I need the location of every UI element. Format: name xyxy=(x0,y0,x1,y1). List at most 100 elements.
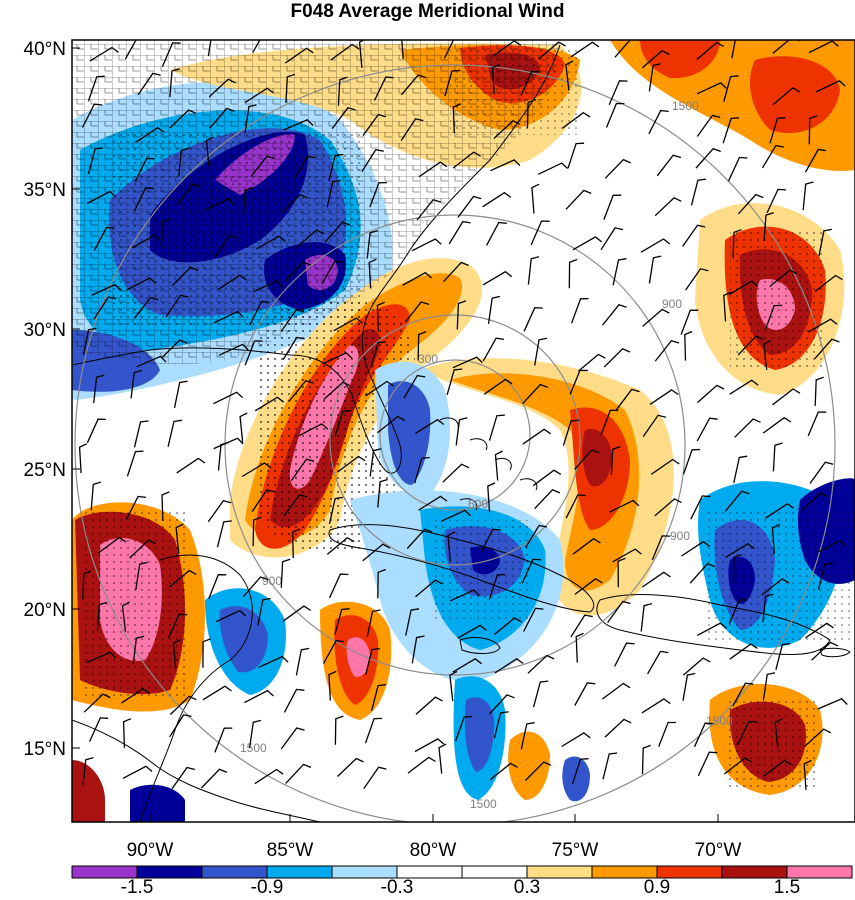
wind-barb xyxy=(493,120,521,139)
wind-barb xyxy=(763,759,792,777)
wind-barb xyxy=(682,672,696,701)
wind-barb xyxy=(454,715,473,742)
wind-barb xyxy=(805,622,834,639)
wind-barb xyxy=(696,417,718,442)
height-contours xyxy=(74,64,836,822)
wind-barb xyxy=(565,189,592,210)
wind-barb xyxy=(124,40,137,60)
wind-barb xyxy=(122,718,132,748)
wind-barb xyxy=(602,304,627,326)
wind-barb xyxy=(283,494,308,517)
wind-barb xyxy=(575,632,584,663)
wind-barb xyxy=(603,194,622,220)
stipple-caribbean xyxy=(430,520,530,620)
wind-barb xyxy=(737,720,758,746)
wind-barb xyxy=(298,423,329,437)
wind-barb xyxy=(363,766,387,789)
wind-barb xyxy=(647,650,669,675)
lat-label-25n: 25°N xyxy=(24,460,66,481)
wind-barb xyxy=(244,87,274,103)
wind-barb xyxy=(129,539,156,559)
wind-barb xyxy=(807,411,827,437)
wind-barb xyxy=(161,42,181,68)
wind-barb xyxy=(772,87,801,106)
colorbar xyxy=(71,865,853,879)
wind-barb xyxy=(608,80,628,105)
wind-barb xyxy=(532,680,549,708)
wind-barb xyxy=(376,301,385,332)
wind-barb xyxy=(171,766,195,790)
wind-barb xyxy=(488,414,505,441)
wind-barb xyxy=(449,589,481,602)
contour-1500 xyxy=(74,64,836,822)
wind-barb xyxy=(250,155,275,178)
wind-barb xyxy=(762,672,776,701)
wind-barb xyxy=(696,384,725,404)
wind-barb xyxy=(209,107,235,129)
wind-barb xyxy=(690,178,706,206)
wind-barb xyxy=(81,103,103,128)
wind-barb xyxy=(538,162,569,175)
wind-barb xyxy=(90,481,102,511)
wind-barb xyxy=(446,368,463,396)
wind-barb xyxy=(415,579,443,598)
wind-barb xyxy=(602,752,618,780)
wind-barb xyxy=(650,458,680,475)
wind-barb xyxy=(213,437,244,450)
wind-barb xyxy=(239,412,248,443)
wind-barb xyxy=(604,718,632,738)
wind-barb xyxy=(803,759,812,790)
wind-barb xyxy=(493,711,509,739)
wind-barb xyxy=(160,339,188,359)
wind-barb xyxy=(202,685,232,701)
wind-barb xyxy=(488,573,506,600)
wind-barb xyxy=(121,687,150,704)
wind-barb xyxy=(244,340,263,366)
wind-barb xyxy=(169,695,197,715)
wind-barb xyxy=(328,153,343,182)
negative-region-florida-core xyxy=(388,381,431,485)
wind-barb xyxy=(723,291,732,322)
wind-barb xyxy=(361,148,384,172)
colorbar-label: -1.5 xyxy=(121,877,154,898)
wind-barb xyxy=(680,309,699,335)
wind-barb xyxy=(684,330,693,361)
wind-barb xyxy=(766,188,786,214)
positive-region-south-central-max xyxy=(346,637,370,677)
wind-barb xyxy=(728,599,748,625)
wind-barb xyxy=(456,300,467,330)
wind-barb xyxy=(322,352,353,365)
wind-barb xyxy=(411,238,442,252)
wind-barb xyxy=(488,694,515,715)
wind-barb xyxy=(689,563,716,584)
wind-barb xyxy=(373,76,394,101)
wind-barb xyxy=(296,229,324,248)
wind-barb xyxy=(411,635,425,664)
contour-600 xyxy=(329,314,581,566)
lon-label-90w: 90°W xyxy=(127,840,174,861)
wind-barb xyxy=(133,187,154,212)
wind-barb xyxy=(602,682,631,700)
wind-barb xyxy=(331,107,356,129)
wind-barb xyxy=(640,602,653,632)
wind-barb xyxy=(574,578,603,595)
wind-barb xyxy=(326,537,355,555)
wind-barb xyxy=(815,80,846,93)
wind-barb xyxy=(171,266,199,287)
wind-barb xyxy=(173,380,188,409)
wind-barb xyxy=(405,608,420,636)
wind-barb xyxy=(175,523,184,554)
wind-barb xyxy=(727,156,748,182)
contour-label-1500-north: 1500 xyxy=(672,99,699,113)
wind-barb xyxy=(605,102,625,128)
wind-barb xyxy=(732,553,742,584)
wind-barb xyxy=(494,450,503,481)
wind-barb xyxy=(722,117,740,144)
wind-barb xyxy=(214,727,233,753)
wind-barb xyxy=(523,607,544,632)
wind-barb xyxy=(204,198,235,211)
wind-barb xyxy=(565,60,574,91)
wind-barb xyxy=(641,698,671,714)
wind-barb xyxy=(817,562,833,590)
wind-barb xyxy=(418,495,448,511)
